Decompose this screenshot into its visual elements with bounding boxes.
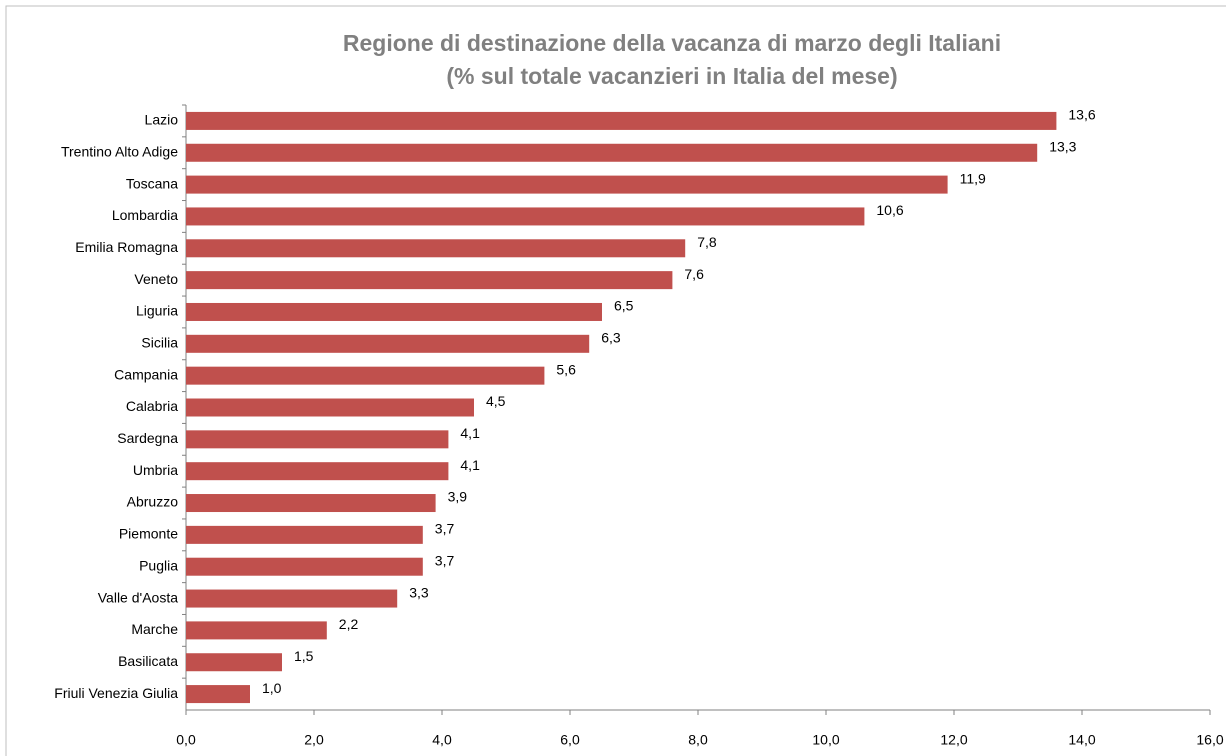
x-tick-label: 10,0 [812, 732, 839, 748]
y-tick-label: Abruzzo [127, 494, 179, 510]
value-label: 1,5 [294, 648, 314, 664]
y-tick-label: Emilia Romagna [75, 239, 178, 255]
bar [186, 494, 436, 513]
value-label: 10,6 [876, 202, 903, 218]
value-label: 3,7 [435, 521, 455, 537]
bar [186, 621, 327, 640]
y-tick-label: Lazio [145, 112, 179, 128]
y-tick-label: Toscana [126, 175, 178, 191]
value-label: 2,2 [339, 616, 359, 632]
y-tick-label: Trentino Alto Adige [61, 143, 178, 159]
bar [186, 239, 686, 258]
bar [186, 207, 865, 226]
y-tick-label: Sardegna [117, 430, 178, 446]
y-tick-label: Valle d'Aosta [98, 589, 178, 605]
value-label: 7,8 [697, 234, 717, 250]
bar [186, 271, 673, 290]
y-tick-label: Marche [131, 621, 178, 637]
chart-border [5, 5, 1226, 756]
value-label: 4,5 [486, 393, 506, 409]
value-label: 1,0 [262, 680, 282, 696]
x-tick-label: 6,0 [560, 732, 580, 748]
y-tick-label: Piemonte [119, 526, 178, 542]
y-tick-label: Basilicata [118, 653, 178, 669]
bar [186, 143, 1038, 162]
y-tick-label: Liguria [136, 303, 178, 319]
x-tick-label: 8,0 [688, 732, 708, 748]
chart-title: Regione di destinazione della vacanza di… [343, 30, 1001, 56]
y-tick-label: Campania [114, 366, 178, 382]
value-label: 13,6 [1068, 107, 1095, 123]
value-label: 3,3 [409, 584, 429, 600]
x-tick-label: 4,0 [432, 732, 452, 748]
y-tick-label: Veneto [134, 271, 178, 287]
x-tick-label: 0,0 [176, 732, 196, 748]
value-label: 4,1 [460, 457, 480, 473]
value-label: 4,1 [460, 425, 480, 441]
y-tick-label: Lombardia [112, 207, 178, 223]
x-tick-label: 12,0 [940, 732, 967, 748]
bar [186, 111, 1057, 130]
x-tick-label: 16,0 [1196, 732, 1223, 748]
bar [186, 653, 282, 672]
bar [186, 175, 948, 194]
bar [186, 334, 590, 353]
value-label: 6,3 [601, 330, 621, 346]
bar [186, 302, 602, 321]
y-tick-label: Umbria [133, 462, 178, 478]
x-tick-label: 14,0 [1068, 732, 1095, 748]
y-tick-label: Puglia [139, 557, 178, 573]
value-label: 3,9 [448, 489, 468, 505]
value-label: 6,5 [614, 298, 634, 314]
x-tick-label: 2,0 [304, 732, 324, 748]
bar [186, 430, 449, 449]
y-tick-label: Friuli Venezia Giulia [54, 685, 178, 701]
chart-title: (% sul totale vacanzieri in Italia del m… [446, 63, 897, 89]
bar [186, 557, 423, 576]
y-tick-label: Calabria [126, 398, 178, 414]
bar [186, 685, 250, 704]
bar [186, 525, 423, 544]
bar [186, 398, 474, 417]
y-tick-label: Sicilia [141, 335, 178, 351]
value-label: 11,9 [960, 170, 986, 186]
value-label: 5,6 [556, 361, 576, 377]
bar [186, 589, 398, 608]
bar [186, 366, 545, 385]
value-label: 3,7 [435, 552, 455, 568]
value-label: 7,6 [684, 266, 704, 282]
bar [186, 462, 449, 481]
value-label: 13,3 [1049, 138, 1076, 154]
